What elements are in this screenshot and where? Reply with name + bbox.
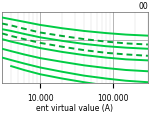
X-axis label: ent virtual value (A): ent virtual value (A) <box>36 103 114 112</box>
Text: 00: 00 <box>138 2 148 11</box>
